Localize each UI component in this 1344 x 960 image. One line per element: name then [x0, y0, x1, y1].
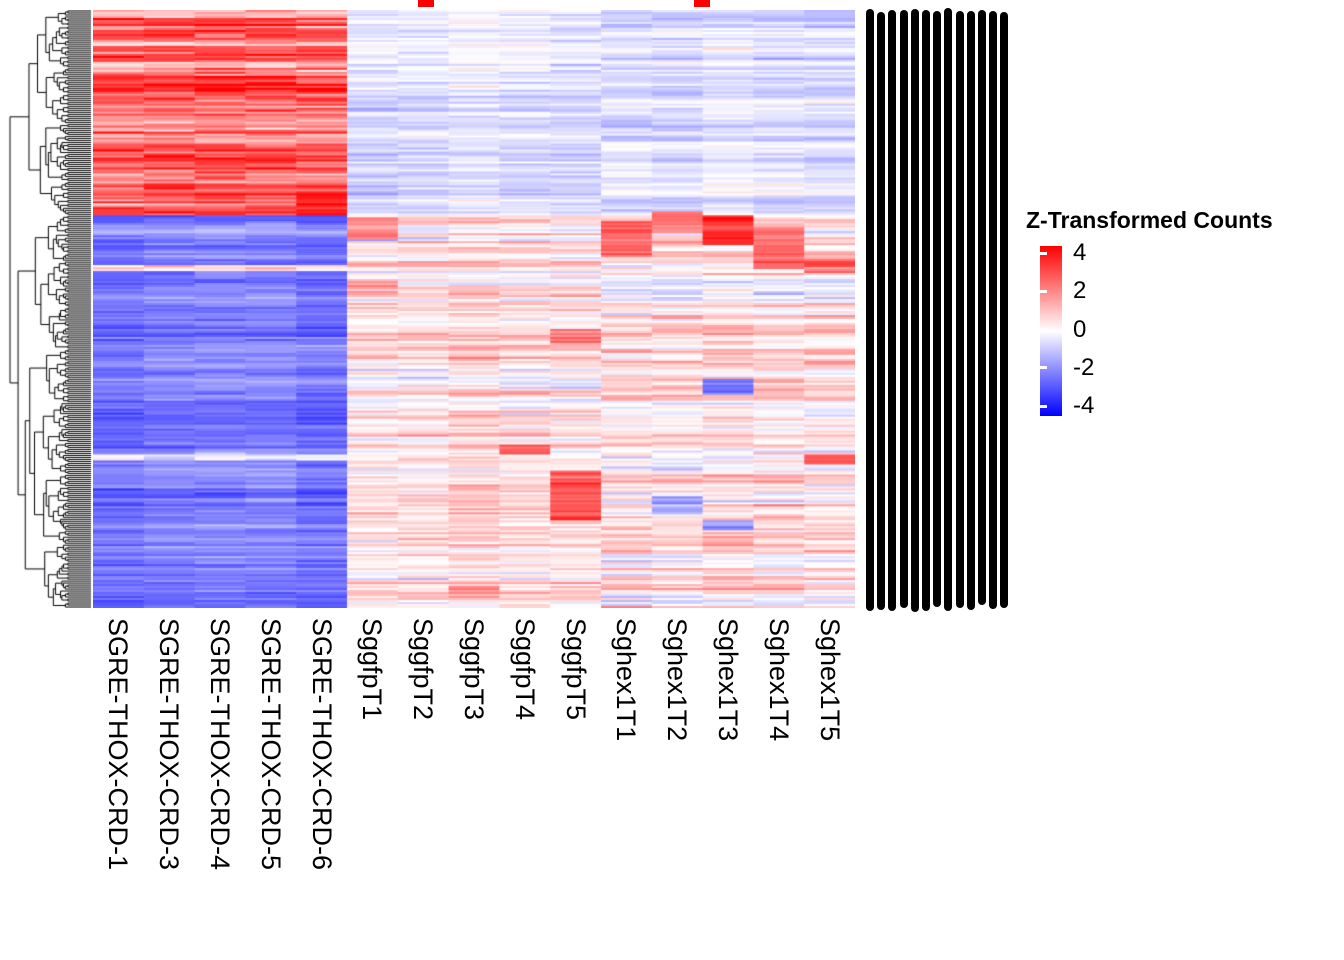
- row-label-stripe: [922, 10, 930, 612]
- legend-tick-mark: [1040, 404, 1047, 408]
- top-red-mark: [694, 0, 710, 7]
- legend-tick-label: -2: [1073, 353, 1095, 381]
- row-label-stripe: [966, 11, 975, 610]
- legend-tick-label: 0: [1073, 315, 1087, 343]
- row-label-stripe: [910, 8, 919, 612]
- column-label-Sghex1T5: Sghex1T5: [814, 618, 845, 742]
- row-label-stripe: [1000, 11, 1009, 608]
- legend-tick-label: -4: [1073, 392, 1095, 419]
- row-label-stripe: [933, 11, 942, 608]
- column-label-SGRE-THOX-CRD-4: SGRE-THOX-CRD-4: [205, 618, 235, 871]
- row-dendrogram: [8, 10, 92, 608]
- column-label-SggfpT4: SggfpT4: [509, 618, 540, 721]
- row-label-stripe: [978, 9, 986, 605]
- column-label-SggfpT3: SggfpT3: [459, 618, 489, 721]
- legend-tick-label: 2: [1073, 277, 1087, 305]
- legend-title: Z-Transformed Counts: [1026, 207, 1273, 233]
- column-label-Sghex1T3: Sghex1T3: [713, 618, 743, 742]
- legend-tick-mark: [1040, 251, 1047, 255]
- row-label-stripe: [989, 10, 998, 610]
- heatmap-body: [93, 10, 855, 608]
- legend-colorbar: [1040, 246, 1062, 416]
- column-label-SGRE-THOX-CRD-1: SGRE-THOX-CRD-1: [103, 618, 134, 871]
- column-label-Sghex1T1: Sghex1T1: [611, 618, 642, 742]
- legend-tick-label: 4: [1073, 239, 1087, 266]
- row-label-stripe: [866, 9, 874, 611]
- row-label-stripe: [888, 9, 897, 612]
- column-label-SGRE-THOX-CRD-5: SGRE-THOX-CRD-5: [255, 618, 286, 871]
- row-label-stripe: [955, 11, 964, 608]
- column-label-Sghex1T2: Sghex1T2: [662, 618, 693, 742]
- legend-tick-mark: [1040, 366, 1047, 370]
- column-label-Sghex1T4: Sghex1T4: [763, 618, 794, 742]
- row-label-stripe: [899, 9, 908, 609]
- legend-tick-mark: [1040, 328, 1047, 331]
- column-label-SggfpT1: SggfpT1: [357, 618, 388, 721]
- column-label-SggfpT2: SggfpT2: [408, 618, 439, 721]
- row-label-stripe: [877, 11, 886, 610]
- column-label-SggfpT5: SggfpT5: [560, 618, 591, 721]
- legend-tick-mark: [1040, 289, 1047, 293]
- column-label-SGRE-THOX-CRD-3: SGRE-THOX-CRD-3: [154, 618, 185, 871]
- column-label-SGRE-THOX-CRD-6: SGRE-THOX-CRD-6: [306, 618, 337, 871]
- row-label-stripe: [944, 8, 953, 611]
- top-red-mark: [418, 0, 434, 7]
